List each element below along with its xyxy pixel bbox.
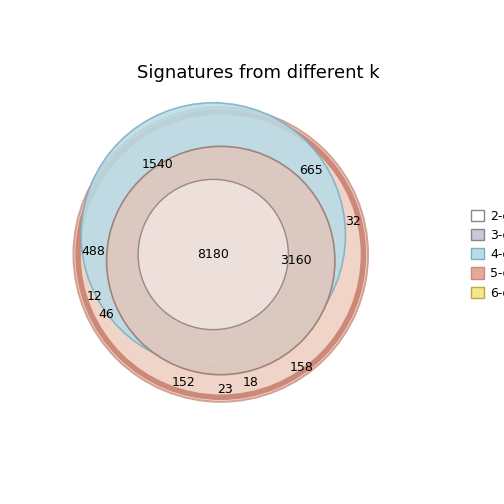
Text: 1540: 1540 xyxy=(142,158,173,171)
Text: 46: 46 xyxy=(99,308,114,321)
Circle shape xyxy=(81,103,345,367)
Text: 8180: 8180 xyxy=(197,248,229,261)
Text: 18: 18 xyxy=(243,375,259,389)
Text: 32: 32 xyxy=(345,215,361,228)
Circle shape xyxy=(138,179,288,330)
Text: 158: 158 xyxy=(290,361,314,373)
Title: Signatures from different k: Signatures from different k xyxy=(137,65,380,82)
Circle shape xyxy=(74,107,368,402)
Circle shape xyxy=(106,146,335,374)
Text: 23: 23 xyxy=(217,383,233,396)
Circle shape xyxy=(78,112,363,397)
Text: 3160: 3160 xyxy=(280,254,311,267)
Text: 152: 152 xyxy=(171,375,195,389)
Text: 12: 12 xyxy=(87,290,102,303)
Text: 488: 488 xyxy=(81,245,105,258)
Legend: 2-group, 3-group, 4-group, 5-group, 6-group: 2-group, 3-group, 4-group, 5-group, 6-gr… xyxy=(468,206,504,303)
Text: 665: 665 xyxy=(299,164,323,177)
